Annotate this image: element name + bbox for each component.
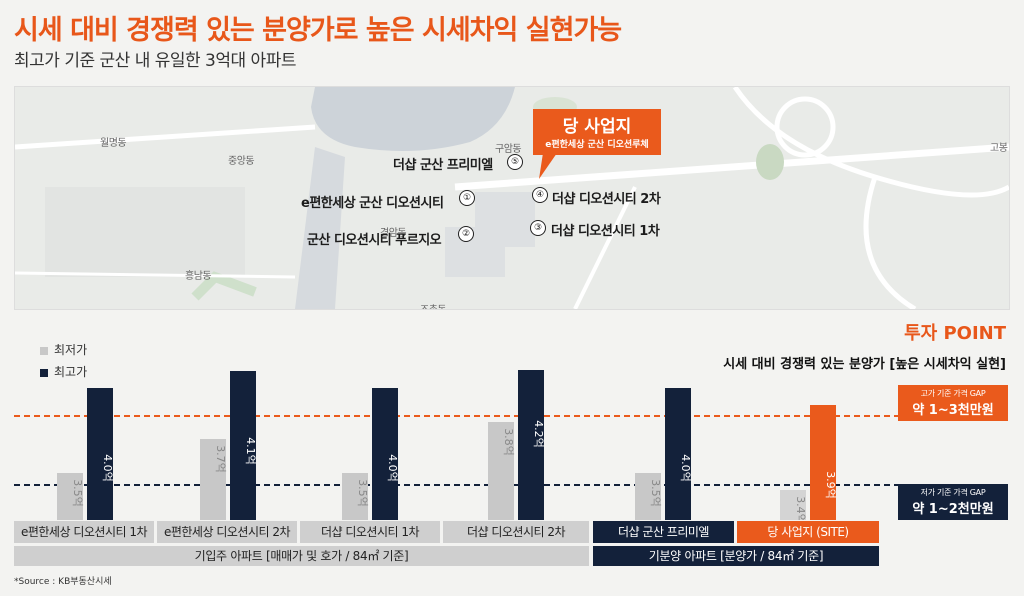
- legend-min: 최저가: [40, 341, 87, 358]
- place-name-3: 더샵 디오션시티 1차: [551, 224, 660, 239]
- place-marker-4: ④: [532, 187, 548, 203]
- site-callout-pointer: [539, 153, 557, 179]
- bar-max: [230, 371, 256, 520]
- price-chart: 3.5억 4.0억 3.7억 4.1억 3.5억 4.0억 3.8억 4.2억 3.5억 4.0억…: [14, 370, 905, 520]
- bar-max-label: 4.0억: [386, 454, 399, 482]
- district-label: 조촌동: [420, 301, 447, 309]
- location-map: 월명동 중앙동 경암동 흥남동 구암동 조촌동 고봉 더샵 군산 프리미엘 ⑤ …: [14, 86, 1010, 310]
- place-name-1: e편한세상 군산 디오션시티: [301, 196, 444, 211]
- source-note: *Source : KB부동산시세: [14, 577, 112, 587]
- legend-max: 최고가: [40, 363, 87, 380]
- category-label: 더샵 디오션시티 2차: [443, 521, 589, 543]
- bar-min: [780, 490, 806, 520]
- site-subtitle: e편한세상 군산 디오션루체: [545, 140, 649, 150]
- bar-max: [372, 388, 398, 520]
- district-label: 경암동: [380, 228, 407, 239]
- place-name-2: 군산 디오션시티 푸르지오: [307, 233, 442, 248]
- legend-label-max: 최고가: [54, 365, 88, 379]
- site-title: 당 사업지: [562, 117, 632, 137]
- group-label: 기입주 아파트 [매매가 및 호가 / 84㎡ 기준]: [14, 546, 589, 566]
- place-marker-3: ③: [530, 220, 546, 236]
- investment-point-subtitle: 시세 대비 경쟁력 있는 분양가 [높은 시세차익 실현]: [723, 357, 1006, 372]
- bar-max-label: 4.0억: [101, 454, 114, 482]
- category-label: 더샵 디오션시티 1차: [300, 521, 440, 543]
- bar-min-label: 3.5억: [649, 479, 662, 507]
- category-label: e편한세상 디오션시티 1차: [14, 521, 154, 543]
- bar-min: [342, 473, 368, 520]
- category-label: 더샵 군산 프리미엘: [593, 521, 734, 543]
- district-label: 월명동: [100, 138, 127, 149]
- bar-min-label: 3.8억: [502, 428, 515, 456]
- page-title: 시세 대비 경쟁력 있는 분양가로 높은 시세차익 실현가능: [14, 15, 622, 46]
- place-name-5: 더샵 군산 프리미엘: [393, 158, 493, 173]
- bar-min: [200, 439, 226, 520]
- gap-high-label: 고가 기준 가격 GAP 약 1~3천만원: [898, 385, 1008, 421]
- bar-min-label: 3.4억: [794, 496, 807, 520]
- legend-swatch-max: [40, 368, 48, 377]
- bar-min: [635, 473, 661, 520]
- place-marker-1: ①: [459, 190, 475, 206]
- bar-max: [665, 388, 691, 520]
- district-label: 흥남동: [185, 271, 212, 282]
- map-background: [15, 87, 1009, 309]
- category-label: 당 사업지 (SITE): [737, 521, 879, 543]
- bar-min: [488, 422, 514, 520]
- bar-max: [518, 370, 544, 520]
- bar-max-label: 4.2억: [532, 420, 545, 448]
- bar-min: [57, 473, 83, 520]
- legend-swatch-min: [40, 346, 48, 355]
- place-name-4: 더샵 디오션시티 2차: [552, 192, 661, 207]
- investment-point-title: 투자 POINT: [904, 323, 1006, 344]
- gap-low-big: 약 1~2천만원: [912, 502, 994, 517]
- bar-max: [87, 388, 113, 520]
- gap-high-small: 고가 기준 가격 GAP: [920, 389, 986, 398]
- gap-high-big: 약 1~3천만원: [912, 403, 994, 418]
- category-label: e편한세상 디오션시티 2차: [157, 521, 297, 543]
- district-label: 고봉: [990, 143, 1008, 154]
- bar-max: [810, 405, 836, 520]
- site-callout: 당 사업지 e편한세상 군산 디오션루체: [533, 109, 661, 155]
- place-marker-5: ⑤: [507, 154, 523, 170]
- place-marker-2: ②: [458, 226, 474, 242]
- gap-low-label: 저가 기준 가격 GAP 약 1~2천만원: [898, 484, 1008, 520]
- page-subtitle: 최고가 기준 군산 내 유일한 3억대 아파트: [14, 51, 296, 71]
- group-label: 기분양 아파트 [분양가 / 84㎡ 기준]: [593, 546, 879, 566]
- bar-min-label: 3.5억: [71, 479, 84, 507]
- district-label: 중앙동: [228, 156, 255, 167]
- bar-min-label: 3.7억: [214, 445, 227, 473]
- bar-max-label: 4.0억: [679, 454, 692, 482]
- bar-min-label: 3.5억: [356, 479, 369, 507]
- bar-max-label: 4.1억: [244, 437, 257, 465]
- legend-label-min: 최저가: [54, 343, 88, 357]
- gap-low-small: 저가 기준 가격 GAP: [920, 488, 986, 497]
- bar-max-label: 3.9억: [824, 471, 837, 499]
- district-label: 구암동: [495, 144, 522, 155]
